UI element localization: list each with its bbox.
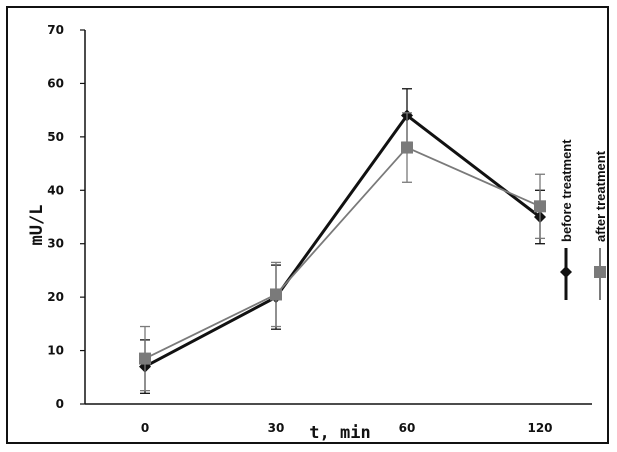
series-line bbox=[144, 146, 541, 360]
series-line bbox=[144, 113, 541, 368]
data-point bbox=[401, 141, 413, 154]
data-point bbox=[270, 288, 282, 301]
y-tick-label: 30 bbox=[47, 237, 64, 251]
series-before-treatment bbox=[139, 88, 546, 394]
y-axis-label: mU/L bbox=[27, 205, 47, 246]
series-after-treatment bbox=[139, 112, 546, 392]
y-tick-label: 0 bbox=[56, 397, 64, 411]
axes bbox=[84, 30, 592, 405]
legend-marker bbox=[560, 266, 572, 278]
y-tick-label: 60 bbox=[47, 76, 64, 90]
x-axis-label: t, min bbox=[309, 423, 370, 443]
legend-item-after-treatment: after treatment bbox=[593, 150, 608, 300]
x-tick-label: 120 bbox=[527, 421, 552, 435]
x-tick-label: 30 bbox=[268, 421, 285, 435]
y-tick-label: 70 bbox=[47, 23, 64, 37]
data-point bbox=[534, 200, 546, 213]
y-tick-label: 50 bbox=[47, 130, 64, 144]
x-tick-label: 60 bbox=[399, 421, 416, 435]
legend-label: after treatment bbox=[593, 150, 608, 242]
legend-marker bbox=[594, 266, 606, 278]
chart-frame bbox=[6, 6, 609, 444]
x-tick-label: 0 bbox=[141, 421, 149, 435]
legend-label: before treatment bbox=[559, 139, 574, 242]
y-tick-label: 10 bbox=[47, 344, 64, 358]
data-point bbox=[139, 352, 151, 365]
legend-item-before-treatment: before treatment bbox=[559, 139, 574, 300]
y-tick-label: 40 bbox=[47, 183, 64, 197]
y-tick-label: 20 bbox=[47, 290, 64, 304]
